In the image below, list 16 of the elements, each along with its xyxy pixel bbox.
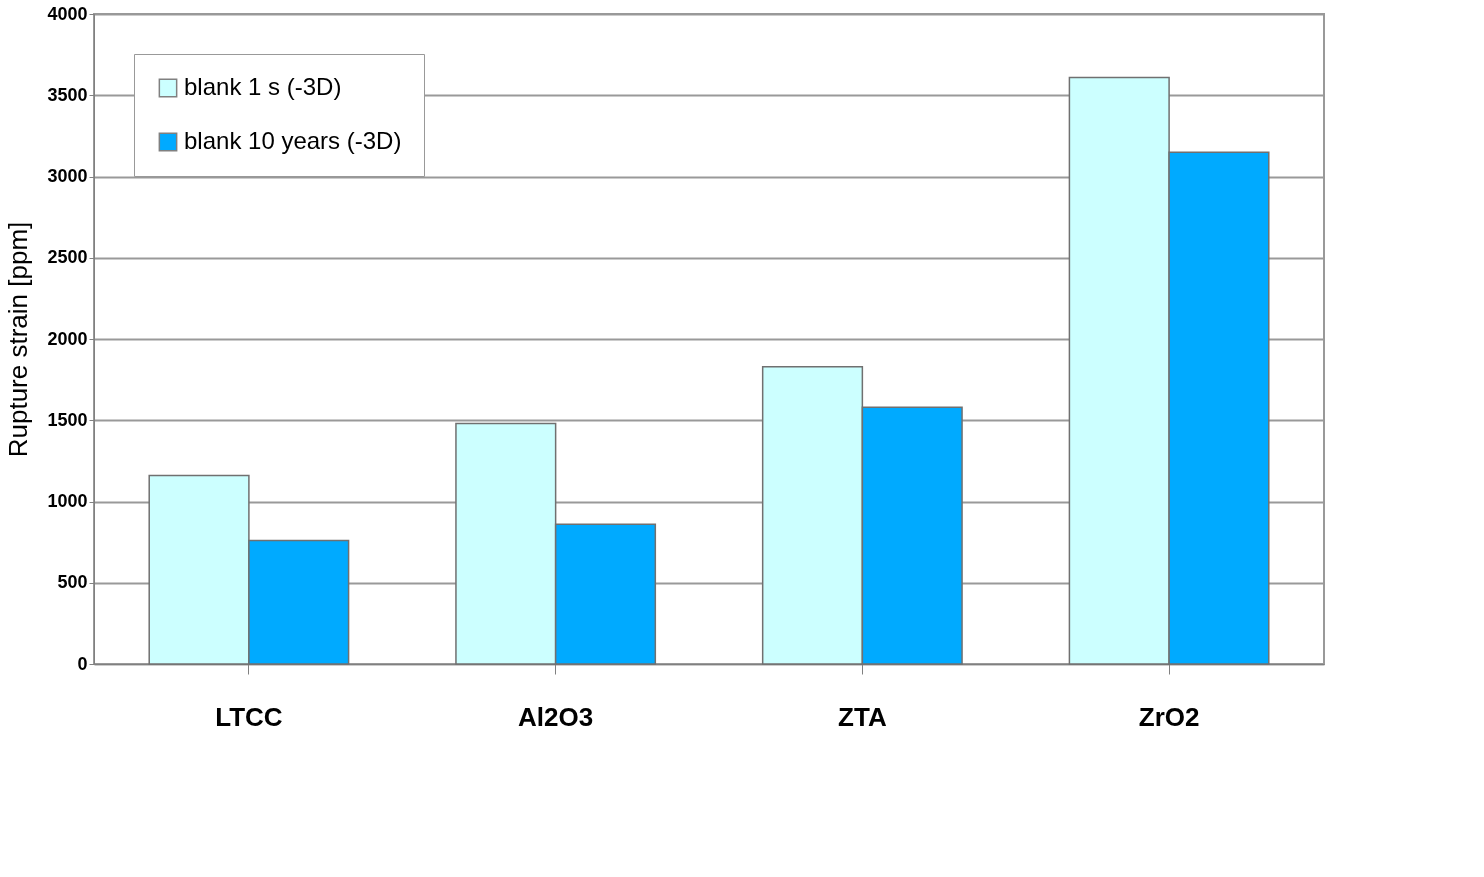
- y-tick-label: 0: [77, 653, 88, 674]
- y-tick-label: 500: [57, 572, 88, 593]
- x-tick-label: Al2O3: [518, 701, 594, 732]
- x-tick-label: ZrO2: [1138, 701, 1200, 732]
- y-tick-label: 4000: [47, 3, 88, 24]
- y-tick-label: 3500: [47, 84, 88, 105]
- y-tick-label: 3000: [47, 166, 88, 186]
- legend-label: blank 10 years (-3D): [184, 127, 402, 154]
- y-tick-label: 2000: [47, 328, 88, 349]
- y-tick-label: 2500: [47, 247, 88, 268]
- y-tick-label: 1500: [47, 409, 88, 430]
- x-tick-label: ZTA: [838, 701, 887, 732]
- legend-label: blank 1 s (-3D): [184, 73, 342, 100]
- y-tick-label: 1000: [47, 491, 88, 511]
- y-axis-title: Rupture strain [ppm]: [3, 221, 34, 458]
- x-tick-label: LTCC: [215, 701, 283, 732]
